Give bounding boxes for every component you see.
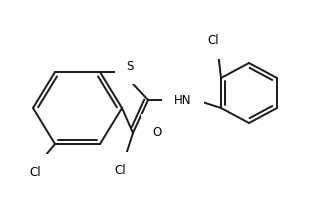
Text: Cl: Cl bbox=[114, 163, 126, 177]
Text: Cl: Cl bbox=[29, 165, 41, 179]
Text: Cl: Cl bbox=[207, 35, 219, 47]
Text: O: O bbox=[152, 125, 162, 139]
Text: S: S bbox=[126, 60, 134, 73]
Text: HN: HN bbox=[174, 94, 192, 106]
